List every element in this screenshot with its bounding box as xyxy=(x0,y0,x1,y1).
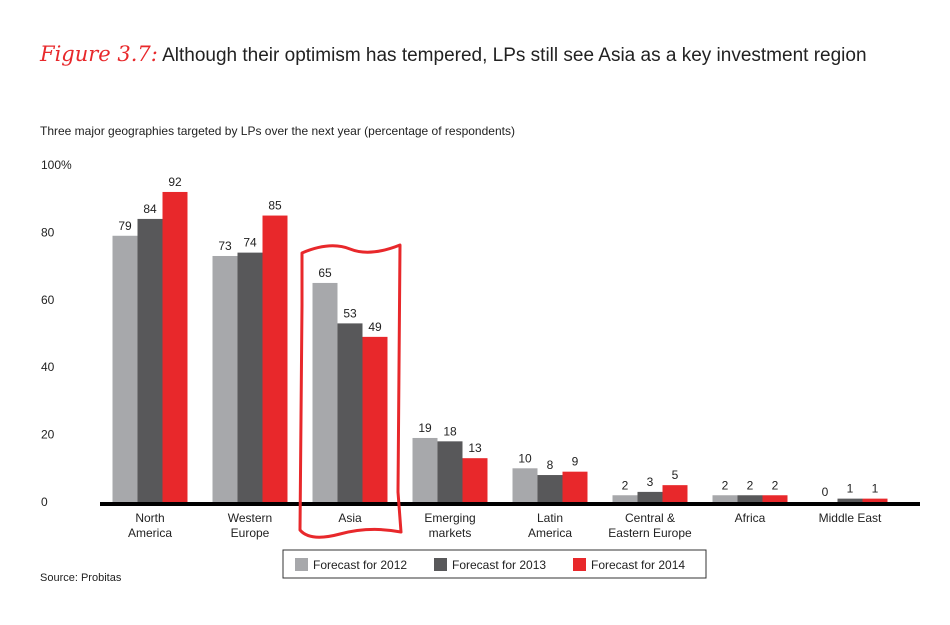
highlight-frame xyxy=(298,243,403,539)
value-label-5-0: 2 xyxy=(622,478,629,492)
legend-swatch-2 xyxy=(573,558,586,571)
value-label-2-2: 49 xyxy=(368,320,382,334)
value-label-4-0: 10 xyxy=(518,451,532,465)
category-label-1-1: Europe xyxy=(231,526,270,540)
legend-swatch-1 xyxy=(434,558,447,571)
bar-3-1 xyxy=(437,441,463,502)
value-label-3-1: 18 xyxy=(443,424,457,438)
value-label-7-0: 0 xyxy=(822,485,829,499)
y-tick-label-4: 80 xyxy=(41,225,55,239)
bar-4-2 xyxy=(562,471,588,502)
value-label-0-0: 79 xyxy=(118,219,132,233)
category-label-2-0: Asia xyxy=(338,511,362,525)
bar-0-1 xyxy=(137,218,163,503)
bar-6-1 xyxy=(737,495,763,502)
bar-2-0 xyxy=(312,282,338,502)
bar-3-0 xyxy=(412,437,438,502)
category-label-6-0: Africa xyxy=(735,511,766,525)
value-label-5-2: 5 xyxy=(672,468,679,482)
value-label-0-1: 84 xyxy=(143,202,157,216)
value-label-1-1: 74 xyxy=(243,236,257,250)
bar-4-1 xyxy=(537,475,563,502)
value-label-1-2: 85 xyxy=(268,199,282,213)
legend-label-1: Forecast for 2013 xyxy=(452,558,546,572)
legend-box xyxy=(282,549,707,579)
bar-1-0 xyxy=(212,255,238,502)
category-label-4-1: America xyxy=(528,526,572,540)
legend-label-2: Forecast for 2014 xyxy=(591,558,685,572)
y-tick-label-3: 60 xyxy=(41,293,55,307)
bar-4-0 xyxy=(512,468,538,502)
chart-subtitle: Three major geographies targeted by LPs … xyxy=(40,124,515,138)
value-label-7-1: 1 xyxy=(847,482,854,496)
title-text: Although their optimism has tempered, LP… xyxy=(162,45,867,66)
bar-5-1 xyxy=(637,491,663,502)
y-tick-label-5: 100% xyxy=(41,158,72,172)
category-label-0-0: North xyxy=(135,511,164,525)
category-label-7-0: Middle East xyxy=(819,511,882,525)
bar-7-2 xyxy=(862,498,888,502)
value-label-7-2: 1 xyxy=(872,482,879,496)
y-tick-label-2: 40 xyxy=(41,360,55,374)
bar-3-2 xyxy=(462,458,488,502)
bar-6-0 xyxy=(712,495,738,502)
bar-7-1 xyxy=(837,498,863,502)
category-label-5-0: Central & xyxy=(625,511,675,525)
value-label-2-0: 65 xyxy=(318,266,332,280)
bar-0-2 xyxy=(162,191,188,502)
bar-1-2 xyxy=(262,215,288,503)
category-label-5-1: Eastern Europe xyxy=(608,526,692,540)
x-axis-line xyxy=(100,502,920,506)
chart-title: Figure 3.7: Although their optimism has … xyxy=(40,42,867,67)
value-label-6-1: 2 xyxy=(747,478,754,492)
bar-5-0 xyxy=(612,495,638,502)
category-label-3-1: markets xyxy=(429,526,472,540)
value-label-6-2: 2 xyxy=(772,478,779,492)
value-label-3-2: 13 xyxy=(468,441,482,455)
source-note: Source: Probitas xyxy=(40,572,122,584)
bar-5-2 xyxy=(662,485,688,502)
value-label-3-0: 19 xyxy=(418,421,432,435)
value-label-4-1: 8 xyxy=(547,458,554,472)
bar-2-1 xyxy=(337,323,363,502)
y-tick-label-1: 20 xyxy=(41,428,55,442)
figure-number: Figure 3.7: xyxy=(40,42,158,66)
value-label-4-2: 9 xyxy=(572,455,579,469)
value-label-6-0: 2 xyxy=(722,478,729,492)
value-label-2-1: 53 xyxy=(343,306,357,320)
category-label-3-0: Emerging xyxy=(424,511,475,525)
legend-label-0: Forecast for 2012 xyxy=(313,558,407,572)
y-tick-label-0: 0 xyxy=(41,495,48,509)
value-label-1-0: 73 xyxy=(218,239,232,253)
value-label-0-2: 92 xyxy=(168,175,182,189)
value-label-5-1: 3 xyxy=(647,475,654,489)
category-label-4-0: Latin xyxy=(537,511,563,525)
legend-swatch-0 xyxy=(295,558,308,571)
bar-1-1 xyxy=(237,252,263,502)
category-label-0-1: America xyxy=(128,526,172,540)
bar-0-0 xyxy=(112,235,138,502)
bar-2-2 xyxy=(362,336,388,502)
bar-6-2 xyxy=(762,495,788,502)
category-label-1-0: Western xyxy=(228,511,272,525)
